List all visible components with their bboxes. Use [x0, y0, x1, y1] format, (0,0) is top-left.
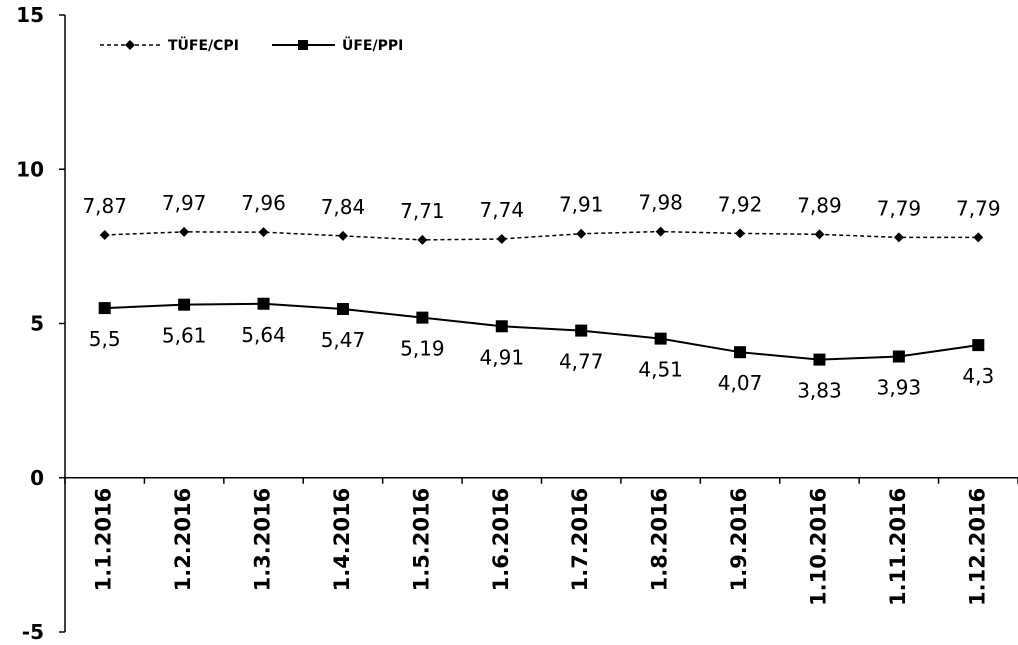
data-point-square: [813, 353, 826, 366]
data-point-square: [336, 303, 349, 316]
series-line: [104, 230, 979, 241]
data-point-diamond: [258, 227, 269, 238]
data-label: 7,84: [321, 195, 366, 219]
data-label: 4,77: [559, 350, 604, 374]
legend-label: TÜFE/CPI: [168, 36, 239, 54]
data-label: 4,07: [718, 371, 763, 395]
data-point-diamond: [814, 229, 825, 240]
y-tick-label: 5: [30, 312, 44, 336]
data-point-square: [495, 320, 508, 333]
legend-item-cpi: TÜFE/CPI: [100, 36, 239, 54]
x-tick-label: 1.3.2016: [251, 488, 275, 592]
data-label: 7,96: [241, 191, 286, 215]
data-label: 7,91: [559, 193, 604, 217]
data-label: 7,87: [82, 194, 127, 218]
data-label: 7,92: [718, 192, 763, 216]
x-tick-label: 1.2.2016: [171, 488, 195, 592]
legend-item-ppi: ÜFE/PPI: [272, 36, 403, 54]
x-axis-ticks: 1.1.2016 1.2.2016 1.3.2016 1.4.2016 1.5.2016…: [64, 477, 1018, 606]
data-point-square: [178, 298, 191, 311]
data-label: 7,71: [400, 199, 445, 223]
x-tick-label: 1.10.2016: [806, 488, 830, 606]
data-label: 7,74: [480, 198, 525, 222]
legend-label: ÜFE/PPI: [342, 36, 403, 54]
data-point-square: [972, 339, 985, 352]
series-1: 7,87 7,97 7,96 7,84 7,71 7,74 7,91 7,98 7,92 7,89…: [82, 191, 1001, 245]
data-label: 7,98: [638, 191, 683, 215]
data-label: 4,3: [962, 364, 994, 388]
x-tick-label: 1.9.2016: [727, 488, 751, 592]
data-label: 3,83: [797, 379, 842, 403]
x-tick-label: 1.6.2016: [489, 488, 513, 592]
data-point-diamond: [893, 232, 904, 243]
x-tick-label: 1.11.2016: [886, 488, 910, 606]
y-axis-ticks: 15 10 5 0 -5: [16, 3, 65, 644]
x-tick-label: 1.12.2016: [965, 488, 989, 606]
data-label: 5,61: [162, 324, 207, 348]
data-point-diamond: [655, 226, 666, 237]
data-label: 7,79: [877, 196, 922, 220]
data-point-diamond: [337, 230, 348, 241]
series-line: [104, 302, 979, 361]
x-tick-label: 1.8.2016: [648, 488, 672, 592]
data-point-square: [416, 311, 429, 324]
data-point-square: [98, 302, 111, 315]
data-point-diamond: [496, 233, 507, 244]
series-group: 7,87 7,97 7,96 7,84 7,71 7,74 7,91 7,98 7,92 7,89…: [82, 191, 1000, 403]
legend: TÜFE/CPI ÜFE/PPI: [100, 36, 403, 54]
data-label: 5,19: [400, 337, 445, 361]
chart-axes: [64, 15, 1018, 632]
data-point-square: [892, 350, 905, 363]
x-tick-label: 1.1.2016: [92, 488, 116, 592]
data-point-square: [575, 324, 588, 337]
y-tick-label: 15: [16, 3, 44, 27]
data-point-square: [257, 297, 270, 310]
data-label: 3,93: [877, 376, 922, 400]
data-label: 4,91: [480, 345, 525, 369]
x-tick-label: 1.5.2016: [409, 488, 433, 592]
y-tick-label: 0: [30, 466, 44, 490]
data-label: 4,51: [638, 358, 683, 382]
y-tick-label: -5: [22, 620, 44, 644]
y-tick-label: 10: [16, 157, 44, 181]
data-label: 5,5: [89, 327, 121, 351]
data-label: 7,89: [797, 193, 842, 217]
legend-marker-square: [298, 40, 308, 50]
data-point-diamond: [179, 226, 190, 237]
data-point-diamond: [576, 228, 587, 239]
data-point-diamond: [417, 234, 428, 245]
data-point-diamond: [735, 228, 746, 239]
data-point-diamond: [973, 232, 984, 243]
legend-marker-diamond: [125, 40, 135, 50]
data-point-square: [734, 346, 747, 359]
x-tick-label: 1.4.2016: [330, 488, 354, 592]
series-2: 5,5 5,61 5,64 5,47 5,19 4,91 4,77 4,51 4,07 3,83 3…: [89, 297, 994, 403]
data-label: 5,64: [241, 323, 286, 347]
data-label: 5,47: [321, 328, 366, 352]
data-point-square: [654, 332, 667, 345]
data-label: 7,79: [956, 196, 1001, 220]
data-label: 7,97: [162, 191, 207, 215]
data-point-diamond: [99, 229, 110, 240]
x-tick-label: 1.7.2016: [568, 488, 592, 592]
